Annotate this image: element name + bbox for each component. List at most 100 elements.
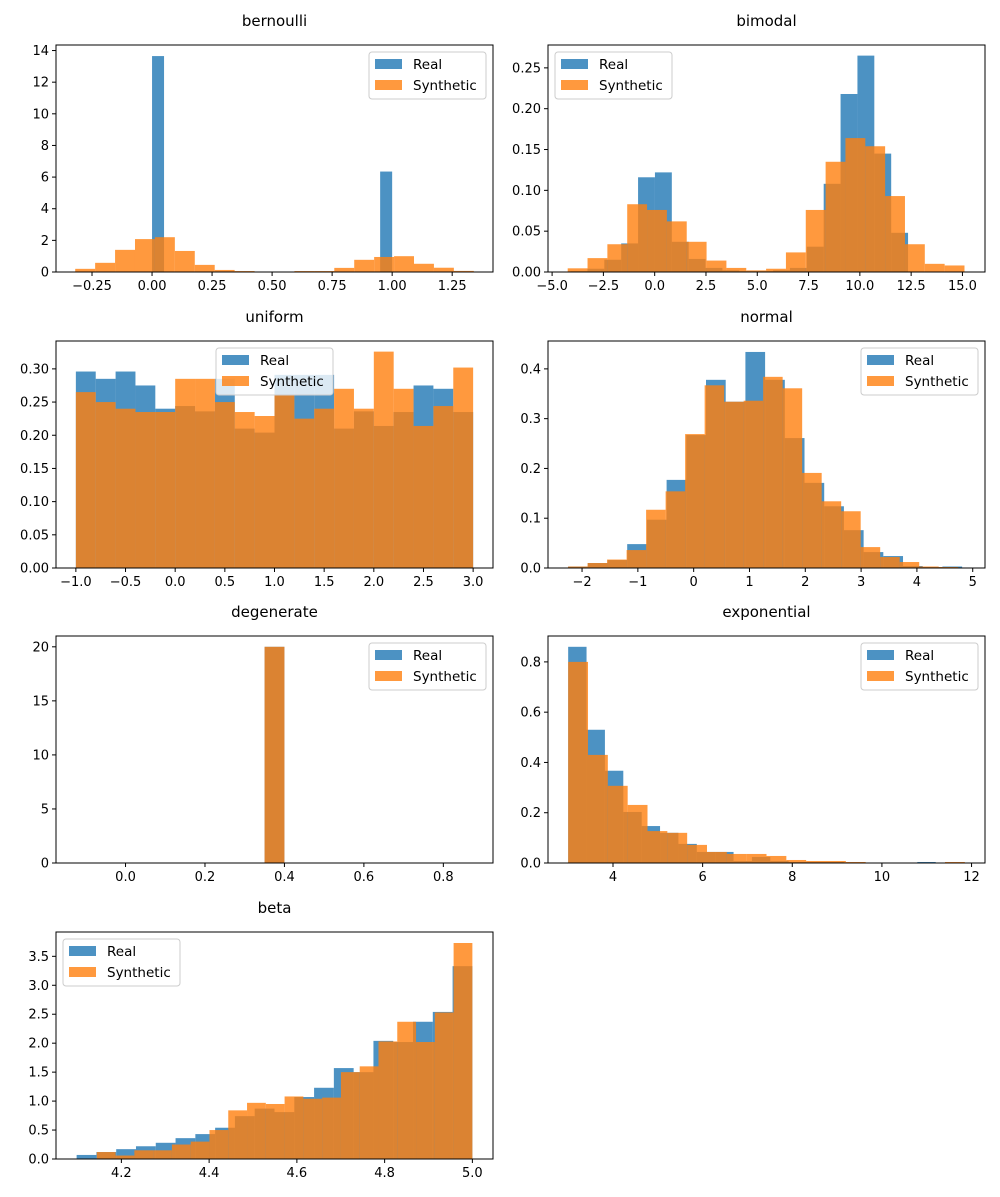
y-tick-label: 0.4 <box>520 756 541 771</box>
legend-label-real: Real <box>413 57 442 73</box>
legend-label-real: Real <box>413 648 442 664</box>
x-tick-label: 0.00 <box>138 279 167 294</box>
bar-synthetic <box>746 270 767 272</box>
bar-synthetic <box>607 785 628 863</box>
y-tick-label: 20 <box>32 640 49 655</box>
bar-synthetic <box>627 204 648 272</box>
bar-synthetic <box>393 388 414 568</box>
x-tick-label: 0.75 <box>318 279 347 294</box>
bar-synthetic <box>704 385 725 568</box>
bar-synthetic <box>568 566 588 568</box>
y-tick-label: 5 <box>41 802 49 817</box>
bar-synthetic <box>115 1155 135 1159</box>
y-tick-label: 0.0 <box>28 1153 49 1168</box>
subplot-degenerate: 0.0 0.2 0.4 0.6 0.8 0 5 10 15 20 degenerate Real Syn… <box>32 603 494 885</box>
bar-synthetic <box>919 566 939 568</box>
legend-label-real: Real <box>107 944 136 960</box>
axes-frame <box>55 44 494 273</box>
bar-synthetic <box>627 804 648 863</box>
x-tick-label: 10.0 <box>845 279 874 294</box>
legend: Real Synthetic <box>860 642 979 691</box>
y-tick-label: 12 <box>32 76 49 91</box>
legend-swatch-synthetic <box>69 967 96 977</box>
bar-synthetic <box>453 270 474 272</box>
y-tick-label: 8 <box>41 139 49 154</box>
bar-synthetic <box>453 367 474 568</box>
subplot-title: beta <box>258 899 292 917</box>
x-tick-label: 0.0 <box>115 870 136 885</box>
legend-swatch-real <box>222 355 249 365</box>
bar-synthetic <box>802 472 822 568</box>
bar-synthetic <box>95 402 116 568</box>
bar-synthetic <box>373 351 394 568</box>
bar-synthetic <box>924 263 945 272</box>
legend: Real Synthetic <box>62 938 181 987</box>
x-tick-label: 15.0 <box>948 279 977 294</box>
bar-synthetic <box>944 265 965 272</box>
y-tick-label: 0.6 <box>520 706 541 721</box>
bar-synthetic <box>607 559 627 568</box>
axes-frame <box>55 931 494 1160</box>
x-tick-label: 4 <box>913 575 921 590</box>
bar-synthetic <box>845 138 866 272</box>
y-tick-label: 0.10 <box>20 495 49 510</box>
x-tick-label: −0.25 <box>72 279 112 294</box>
subplot-title: bimodal <box>736 12 796 30</box>
bar-synthetic <box>294 418 315 568</box>
legend-swatch-synthetic <box>867 671 894 681</box>
bar-synthetic <box>254 416 275 568</box>
bar-synthetic <box>687 844 708 863</box>
y-tick-label: 0 <box>41 857 49 872</box>
bar-synthetic <box>416 1042 435 1159</box>
x-tick-label: 7.5 <box>798 279 819 294</box>
bar-synthetic <box>228 1110 248 1159</box>
subplot-bimodal: −5.0 −2.5 0.0 2.5 5.0 7.5 10.0 12.5 15.0 0.00 0.05… <box>512 12 986 294</box>
legend: Real Synthetic <box>368 642 487 691</box>
bar-synthetic <box>944 861 965 863</box>
y-tick-label: 2.5 <box>28 1008 49 1023</box>
subplot-title: degenerate <box>231 603 318 621</box>
bar-synthetic <box>667 832 688 863</box>
y-tick-label: 0.3 <box>520 412 541 427</box>
x-tick-label: 1.00 <box>378 279 407 294</box>
bar-synthetic <box>274 394 295 568</box>
x-tick-label: 12.5 <box>897 279 926 294</box>
x-tick-label: 1.0 <box>264 575 285 590</box>
y-tick-label: 0.2 <box>520 806 541 821</box>
x-tick-label: −2 <box>572 575 591 590</box>
y-tick-label: 0.25 <box>512 61 541 76</box>
axes-frame <box>547 635 986 864</box>
x-tick-label: −0.5 <box>110 575 142 590</box>
bar-synthetic <box>763 376 783 568</box>
bar-synthetic <box>821 501 842 568</box>
y-tick-label: 0.30 <box>20 362 49 377</box>
bar-synthetic <box>414 263 434 272</box>
x-tick-label: 4 <box>609 870 617 885</box>
y-tick-label: 0.15 <box>20 462 49 477</box>
y-tick-label: 0.00 <box>512 266 541 281</box>
bar-synthetic <box>587 563 608 568</box>
bar-synthetic <box>322 1097 341 1159</box>
bar-synthetic <box>209 1130 229 1159</box>
legend-label-real: Real <box>905 353 934 369</box>
bar-synthetic <box>588 754 608 863</box>
x-tick-label: 0.5 <box>214 575 235 590</box>
bar-synthetic <box>394 256 415 272</box>
x-tick-label: 0.2 <box>195 870 216 885</box>
x-tick-label: 4.6 <box>287 1166 308 1181</box>
bar-synthetic <box>195 378 215 568</box>
x-tick-label: 2 <box>801 575 809 590</box>
bar-synthetic <box>374 256 395 272</box>
x-tick-label: 12 <box>963 870 980 885</box>
bar-synthetic <box>904 244 925 272</box>
x-tick-label: −2.5 <box>588 279 620 294</box>
legend-swatch-synthetic <box>375 671 402 681</box>
bar-synthetic <box>434 1012 454 1159</box>
y-tick-label: 0.00 <box>20 562 49 577</box>
x-tick-label: 0.8 <box>433 870 454 885</box>
y-tick-label: 0.1 <box>520 512 541 527</box>
y-tick-label: 0.4 <box>520 362 541 377</box>
legend-label-real: Real <box>599 57 628 73</box>
